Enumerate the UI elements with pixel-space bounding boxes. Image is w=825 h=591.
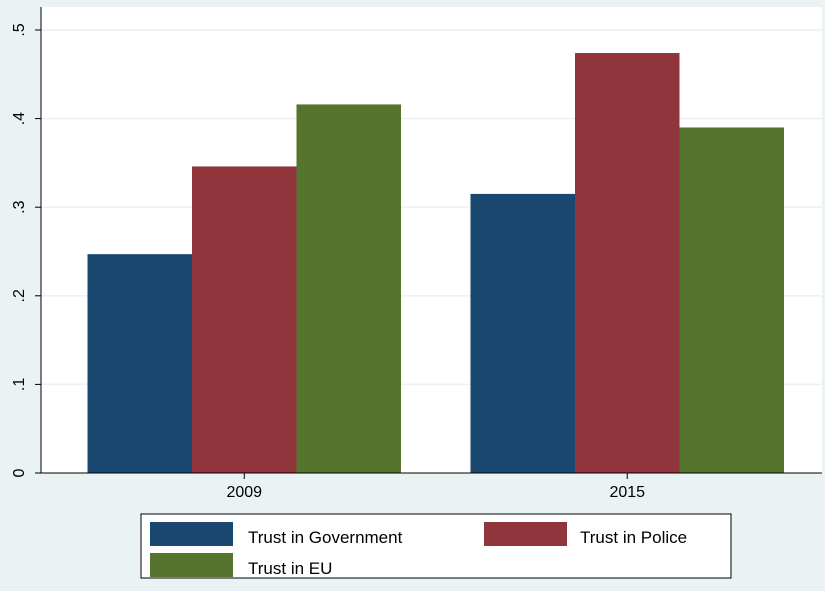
bars	[87, 53, 784, 474]
y-tick-label: .4	[11, 112, 28, 125]
bar	[679, 127, 784, 474]
legend-label: Trust in Government	[248, 528, 403, 547]
x-tick-label: 2015	[609, 484, 645, 501]
legend-swatch	[484, 522, 567, 546]
y-tick-label: .2	[11, 289, 28, 302]
legend: Trust in Government Trust in Police Trust …	[140, 513, 732, 579]
legend-swatch	[150, 553, 233, 577]
y-tick-label: .3	[11, 200, 28, 213]
bar	[296, 104, 401, 473]
bar	[575, 53, 680, 473]
legend-label: Trust in Police	[580, 528, 687, 547]
legend-label: Trust in EU	[248, 559, 332, 578]
y-tick-label: 0	[11, 468, 28, 477]
x-axis-ticks: 2009 2015	[226, 473, 645, 501]
x-tick-label: 2009	[226, 484, 262, 501]
y-tick-label: .5	[11, 23, 28, 36]
y-axis-ticks: 0 .1 .2 .3 .4 .5	[11, 23, 41, 477]
y-tick-label: .1	[11, 378, 28, 391]
legend-box	[140, 513, 732, 579]
bar	[470, 193, 575, 473]
legend-swatch	[150, 522, 233, 546]
bar	[192, 166, 297, 473]
bar	[87, 254, 192, 473]
